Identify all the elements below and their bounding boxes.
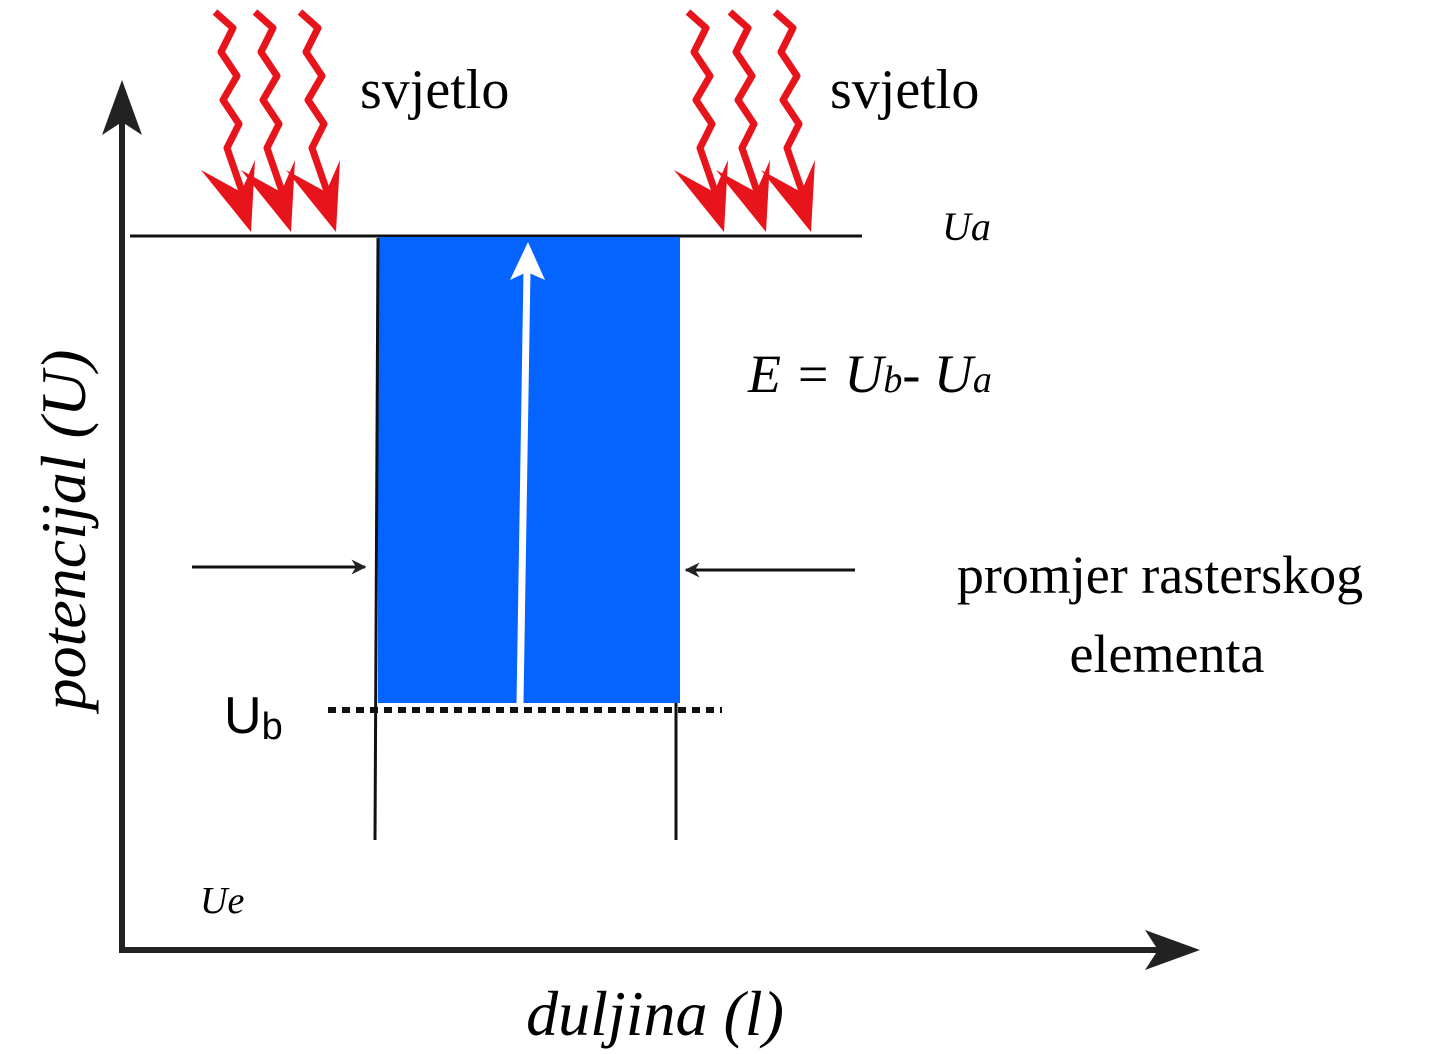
y-axis-label: potencijal (U) [28, 350, 99, 715]
x-axis-label: duljina (l) [526, 978, 784, 1049]
light-ray [674, 160, 728, 232]
ub-sub: b [262, 706, 283, 748]
layout [102, 12, 1200, 970]
light-ray [730, 12, 760, 200]
light-ray [255, 12, 285, 200]
equation-part: - U [902, 344, 975, 404]
light-label: svjetlo [360, 59, 509, 121]
light-ray [215, 12, 245, 200]
equation-sub: a [973, 359, 992, 401]
equation: E = Ub- Ua [747, 344, 992, 404]
diagram: svjetlo svjetlo Ua E = Ub- Ua promjer ra… [0, 0, 1433, 1054]
ub-main: U [224, 687, 262, 745]
light-ray [300, 12, 330, 200]
diameter-label: elementa [1070, 624, 1265, 684]
left-wall [375, 238, 378, 840]
ua-label: Ua [942, 204, 991, 249]
equation-part: E = U [747, 344, 886, 404]
ub-label: Ub [224, 687, 283, 748]
light-ray [688, 12, 718, 200]
equation-sub: b [883, 359, 902, 401]
diameter-label: promjer rasterskog [957, 545, 1363, 605]
light-ray [201, 160, 255, 232]
ue-label: Ue [200, 880, 244, 922]
light-label: svjetlo [830, 59, 979, 121]
light-ray [775, 12, 805, 200]
